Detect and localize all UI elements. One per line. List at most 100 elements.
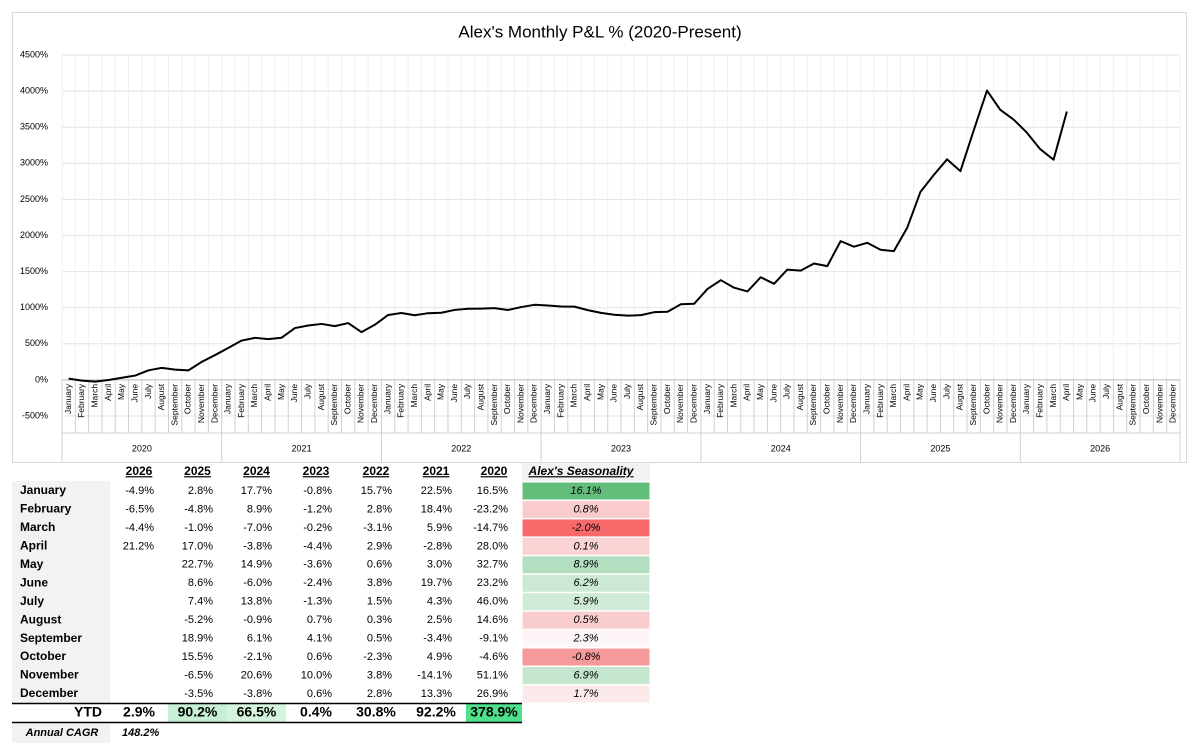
ytd-cell: 378.9% (470, 704, 518, 720)
x-tick-label: November (835, 384, 845, 423)
x-tick-label: February (1035, 383, 1045, 418)
x-tick-label: December (209, 384, 219, 423)
table-cell: 19.7% (421, 577, 452, 589)
x-tick-label: July (143, 383, 153, 399)
table-cell: 4.9% (427, 651, 452, 663)
x-tick-label: August (795, 383, 805, 410)
row-label: February (20, 502, 72, 516)
y-tick-label: 3500% (20, 122, 48, 132)
chart-title: Alex's Monthly P&L % (2020-Present) (458, 22, 741, 41)
table-cell: -0.8% (303, 485, 332, 497)
x-tick-label: March (409, 384, 419, 408)
x-tick-label: June (449, 384, 459, 403)
table-cell: 10.0% (301, 669, 332, 681)
y-tick-label: 4500% (20, 49, 48, 59)
seasonality-value: -2.0% (572, 522, 601, 534)
ytd-cell: 92.2% (416, 704, 456, 720)
line-series (68, 89, 1068, 383)
y-tick-label: 1000% (20, 302, 48, 312)
table-cell: 13.3% (421, 688, 452, 700)
y-tick-label: -500% (22, 410, 48, 420)
x-tick-label: February (555, 383, 565, 418)
table-cell: 51.1% (477, 669, 508, 681)
row-label: June (20, 575, 48, 589)
ytd-label: YTD (74, 704, 102, 720)
cagr-value: 148.2% (122, 727, 160, 739)
x-tick-label: January (542, 383, 552, 414)
table-cell: 5.9% (427, 522, 452, 534)
ytd-cell-bg (466, 704, 522, 722)
x-group-label: 2026 (1090, 443, 1110, 453)
x-tick-label: March (249, 384, 259, 408)
seasonality-value: 5.9% (573, 596, 598, 608)
x-tick-label: April (901, 384, 911, 401)
seasonality-value: 2.3% (572, 633, 598, 645)
table-cell: 6.1% (247, 633, 272, 645)
row-label: November (20, 668, 79, 682)
x-tick-label: August (1114, 383, 1124, 410)
ytd-cell: 90.2% (178, 704, 218, 720)
y-tick-label: 500% (25, 338, 48, 348)
x-tick-label: November (515, 384, 525, 423)
x-tick-label: December (529, 384, 539, 423)
table-cell: -0.2% (303, 522, 332, 534)
x-tick-label: July (782, 383, 792, 399)
table-cell: -3.8% (243, 540, 272, 552)
table-cell: 1.5% (367, 596, 392, 608)
table-cell: -9.1% (479, 633, 508, 645)
table-cell: -4.4% (303, 540, 332, 552)
row-label: May (20, 557, 44, 571)
table-cell: 2.8% (367, 688, 392, 700)
x-tick-label: January (702, 383, 712, 414)
y-tick-label: 3000% (20, 158, 48, 168)
table-cell: 22.5% (421, 485, 452, 497)
table-cell: 8.6% (188, 577, 213, 589)
table-cell: 2.8% (367, 503, 392, 515)
x-tick-label: October (342, 384, 352, 414)
table-cell: 3.0% (427, 559, 452, 571)
table-cell: 3.8% (367, 577, 392, 589)
table-header: 2021 (423, 464, 450, 478)
seasonality-value: 0.8% (573, 503, 598, 515)
x-tick-label: December (688, 384, 698, 423)
table-cell: 15.7% (361, 485, 392, 497)
table-cell: 2.5% (427, 614, 452, 626)
table-cell: 4.1% (307, 633, 332, 645)
cagr-label: Annual CAGR (25, 727, 99, 739)
x-tick-label: July (302, 383, 312, 399)
y-tick-label: 2500% (20, 194, 48, 204)
table-cell: 2.8% (188, 485, 213, 497)
x-tick-label: August (156, 383, 166, 410)
x-tick-label: June (1088, 384, 1098, 403)
table-cell: 3.8% (367, 669, 392, 681)
table-header: 2025 (184, 464, 211, 478)
seasonality-value: -0.8% (572, 651, 601, 663)
x-tick-label: October (662, 384, 672, 414)
x-tick-label: May (276, 383, 286, 400)
x-tick-label: August (955, 383, 965, 410)
x-group-label: 2023 (611, 443, 631, 453)
x-group-label: 2020 (132, 443, 152, 453)
x-tick-label: October (502, 384, 512, 414)
seasonality-value: 6.2% (573, 577, 598, 589)
x-tick-label: December (1008, 384, 1018, 423)
table-cell: 21.2% (123, 540, 154, 552)
x-tick-label: April (582, 384, 592, 401)
table-cell: 0.5% (367, 633, 392, 645)
x-tick-label: August (316, 383, 326, 410)
x-tick-label: April (263, 384, 273, 401)
x-tick-label: January (63, 383, 73, 414)
table-cell: -6.5% (184, 669, 213, 681)
table-cell: 13.8% (241, 596, 272, 608)
table-cell: -14.7% (473, 522, 508, 534)
table-cell: 18.4% (421, 503, 452, 515)
x-tick-label: March (90, 384, 100, 408)
row-label: August (20, 612, 61, 626)
x-tick-label: November (995, 384, 1005, 423)
table-cell: -3.1% (363, 522, 392, 534)
x-tick-label: May (436, 383, 446, 400)
x-tick-label: February (236, 383, 246, 418)
x-tick-label: June (768, 384, 778, 403)
x-group-label: 2022 (451, 443, 471, 453)
table-cell: 0.6% (307, 651, 332, 663)
